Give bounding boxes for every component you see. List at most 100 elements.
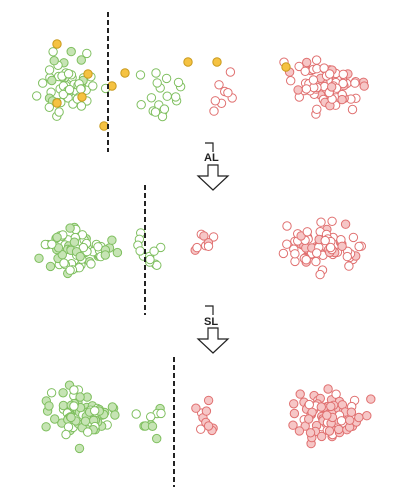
- red-point: [325, 69, 335, 79]
- green-point: [58, 388, 68, 398]
- red-point: [317, 431, 327, 442]
- green-point: [152, 78, 162, 88]
- queried-point: [107, 81, 117, 91]
- green-point: [135, 246, 145, 256]
- green-point: [44, 401, 54, 411]
- green-point: [38, 78, 48, 88]
- queried-point: [52, 39, 62, 49]
- red-point: [359, 81, 369, 91]
- red-point: [288, 420, 298, 430]
- panel-after-al: [34, 185, 366, 315]
- queried-point: [183, 57, 193, 67]
- red-point: [191, 403, 201, 413]
- red-point: [311, 256, 321, 267]
- green-point: [90, 406, 100, 416]
- green-point: [32, 91, 42, 101]
- red-point: [336, 416, 347, 426]
- red-point: [324, 426, 335, 436]
- red-point: [208, 232, 219, 242]
- green-point: [54, 107, 64, 117]
- red-point: [305, 428, 316, 438]
- green-point: [107, 235, 117, 245]
- red-point: [325, 242, 336, 253]
- green-point: [107, 402, 118, 412]
- green-point: [146, 93, 157, 103]
- green-point: [100, 250, 111, 260]
- green-point: [50, 414, 60, 424]
- red-point: [302, 227, 312, 237]
- red-point: [346, 407, 357, 417]
- red-point: [282, 221, 292, 231]
- red-point: [340, 219, 351, 229]
- green-point: [171, 92, 181, 102]
- transition-label-al: AL: [204, 152, 219, 164]
- green-point: [52, 232, 62, 243]
- green-point: [65, 223, 75, 233]
- red-point: [210, 96, 221, 106]
- green-point: [74, 443, 85, 454]
- red-point: [301, 84, 312, 94]
- green-point: [161, 73, 172, 84]
- red-point: [302, 57, 312, 68]
- red-point: [223, 88, 233, 98]
- green-point: [83, 427, 93, 437]
- red-point: [203, 395, 214, 406]
- green-point: [136, 100, 146, 110]
- red-point: [323, 384, 333, 394]
- green-point: [80, 416, 91, 426]
- red-point: [345, 415, 355, 425]
- red-point: [348, 232, 359, 243]
- red-point: [347, 104, 358, 115]
- green-point: [45, 261, 56, 272]
- red-point: [289, 408, 300, 419]
- red-point: [293, 85, 303, 95]
- red-point: [337, 94, 347, 105]
- queried-point: [52, 98, 62, 108]
- queried-point: [120, 68, 130, 78]
- green-point: [162, 91, 172, 101]
- green-point: [110, 410, 120, 420]
- green-point: [156, 408, 166, 419]
- red-point: [294, 61, 304, 72]
- green-point: [49, 56, 59, 66]
- red-point: [334, 424, 344, 435]
- red-point: [327, 82, 337, 92]
- red-point: [320, 235, 330, 246]
- green-point: [69, 401, 79, 411]
- panel-after-sl: [41, 357, 376, 487]
- red-point: [362, 411, 372, 421]
- green-point: [149, 246, 159, 256]
- red-point: [203, 421, 214, 431]
- red-point: [342, 251, 352, 262]
- red-point: [196, 424, 206, 434]
- red-point: [316, 402, 326, 412]
- green-point: [64, 84, 75, 95]
- green-point: [58, 400, 69, 411]
- green-point: [150, 107, 161, 117]
- green-point: [59, 258, 69, 268]
- green-point: [61, 429, 71, 440]
- red-point: [312, 104, 322, 115]
- green-point: [112, 247, 123, 258]
- green-point: [46, 388, 57, 398]
- red-point: [350, 78, 360, 88]
- panel-initial: [32, 12, 369, 152]
- green-point: [47, 75, 57, 86]
- red-point: [282, 239, 292, 249]
- red-point: [201, 406, 212, 416]
- green-point: [159, 104, 170, 114]
- red-point: [337, 241, 347, 252]
- queried-point: [77, 92, 87, 102]
- red-point: [225, 67, 236, 77]
- transition-label-sl: SL: [204, 316, 218, 328]
- queried-point: [281, 62, 291, 72]
- red-point: [312, 248, 322, 258]
- green-point: [66, 412, 76, 423]
- red-point: [295, 389, 305, 399]
- red-point: [354, 412, 364, 423]
- green-point: [75, 251, 85, 262]
- red-point: [289, 399, 299, 409]
- red-point: [301, 255, 311, 265]
- red-point: [326, 401, 336, 412]
- green-point: [76, 84, 86, 94]
